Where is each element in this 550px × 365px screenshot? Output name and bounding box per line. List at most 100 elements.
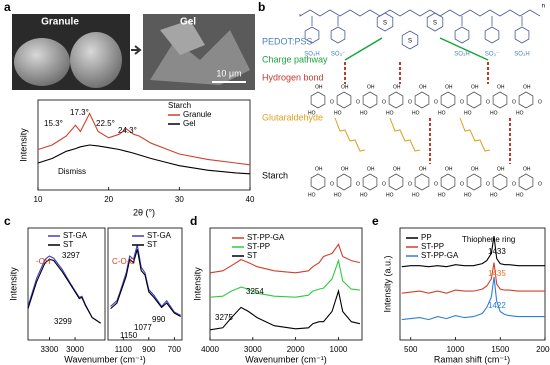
annotation: 3297 — [62, 251, 80, 260]
atom-label: HO — [308, 192, 316, 198]
plot-frame — [107, 227, 183, 341]
x-axis-label: 2θ (°) — [133, 207, 155, 217]
atom-label: O — [434, 99, 438, 105]
legend-label: ST-PP-GA — [247, 233, 285, 242]
ring — [336, 173, 352, 191]
ring — [304, 26, 320, 44]
x-tick-label: 40 — [246, 195, 255, 204]
atom-label: OH — [315, 84, 323, 90]
atom-label: OH — [393, 84, 401, 90]
atom-label: HO — [360, 192, 368, 198]
legend-label: ST-GA — [63, 231, 88, 240]
x-axis-label: Wavenumber (cm⁻¹) — [64, 354, 145, 364]
legend-label: Granule — [183, 110, 212, 119]
atom-label: OH — [445, 166, 453, 172]
granule-shape — [14, 38, 70, 86]
atom-label: HO — [438, 192, 446, 198]
atom-label: OH — [315, 166, 323, 172]
atom-label: O — [434, 181, 438, 187]
x-tick-label: 700 — [168, 345, 182, 354]
atom-label: OH — [341, 166, 349, 172]
annotation: Thiophene ring — [462, 235, 515, 244]
atom-label: OH — [471, 166, 479, 172]
spectrum-line — [110, 244, 181, 316]
x-tick-label: 4000 — [201, 345, 219, 354]
structure-diagram: SO₃H SO₃⁻ SO₃H SO₃⁻ SO₃HSSSnOHHOOOHHOOOHHOOO… — [262, 4, 545, 199]
ring — [310, 91, 326, 109]
annotation: Dismiss — [58, 167, 86, 176]
x-tick-label: 1100 — [115, 345, 133, 354]
legend-title: Starch — [168, 101, 191, 110]
atom-label: n — [542, 4, 545, 10]
atom-label: O — [460, 99, 464, 105]
ring — [362, 173, 378, 191]
atom-label: HO — [464, 192, 472, 198]
plot-frame — [27, 227, 106, 341]
scale-label: 10 μm — [216, 68, 241, 78]
crosslink — [389, 117, 421, 152]
atom-label: O — [538, 181, 542, 187]
legend-label: PP — [421, 233, 432, 242]
ring — [388, 173, 404, 191]
panel-label: a — [4, 0, 11, 14]
legend-label: ST-GA — [147, 231, 172, 240]
atom-label: O — [408, 99, 412, 105]
atom-label: O — [382, 99, 386, 105]
ring — [440, 91, 456, 109]
x-tick-label: 2000 — [287, 345, 305, 354]
ring — [414, 91, 430, 109]
legend-label: ST — [63, 240, 73, 249]
spectrum-line — [401, 262, 545, 294]
atom-label: HO — [334, 110, 342, 116]
legend-label: ST — [247, 251, 257, 260]
annotation: 1150 — [120, 331, 138, 340]
atom-label: OH — [367, 166, 375, 172]
ring — [440, 173, 456, 191]
atom-label: SO₃⁻ — [331, 52, 345, 58]
x-tick-label: 500 — [404, 345, 418, 354]
annotation: 3299 — [54, 317, 72, 326]
annotation: 3254 — [246, 287, 264, 296]
ring — [518, 91, 534, 109]
atom-label: O — [330, 181, 334, 187]
atom-label: OH — [523, 166, 531, 172]
atom-label: HO — [412, 110, 420, 116]
annotation: -OH — [36, 257, 51, 266]
atom-label: OH — [367, 84, 375, 90]
legend-label: Gel — [183, 119, 196, 128]
plot-frame — [37, 99, 251, 191]
ring — [466, 91, 482, 109]
atom-label: OH — [497, 84, 505, 90]
y-axis-label: Intensity — [18, 128, 28, 162]
ring — [336, 91, 352, 109]
spectrum-line — [27, 258, 102, 324]
plot-frame — [399, 227, 546, 341]
spectrum-line — [209, 243, 361, 274]
atom-label: HO — [490, 110, 498, 116]
legend-label: ST-PP — [247, 242, 270, 251]
crosslink — [334, 117, 366, 152]
ring — [330, 26, 346, 44]
ring — [376, 12, 394, 32]
granule-shape — [70, 32, 122, 88]
ring — [414, 173, 430, 191]
legend-label: PEDOT:PSS — [262, 36, 313, 46]
x-tick-label: 900 — [142, 345, 156, 354]
x-tick-label: 3000 — [66, 345, 84, 354]
arrow — [131, 45, 142, 55]
atom-label: OH — [419, 84, 427, 90]
atom-label: O — [512, 99, 516, 105]
atom-label: HO — [464, 110, 472, 116]
annotation: 3275 — [215, 313, 233, 322]
x-tick-label: 1000 — [330, 345, 348, 354]
atom-label: S — [433, 21, 437, 27]
gel-shape — [160, 20, 205, 55]
x-tick-label: 2000 — [536, 345, 550, 354]
x-tick-label: 3300 — [40, 345, 58, 354]
atom-label: HO — [438, 110, 446, 116]
spectrum-line — [37, 144, 251, 175]
atom-label: HO — [516, 192, 524, 198]
y-axis-label: Intensity — [8, 267, 18, 301]
spectrum-line — [110, 249, 181, 317]
atom-label: OH — [341, 84, 349, 90]
